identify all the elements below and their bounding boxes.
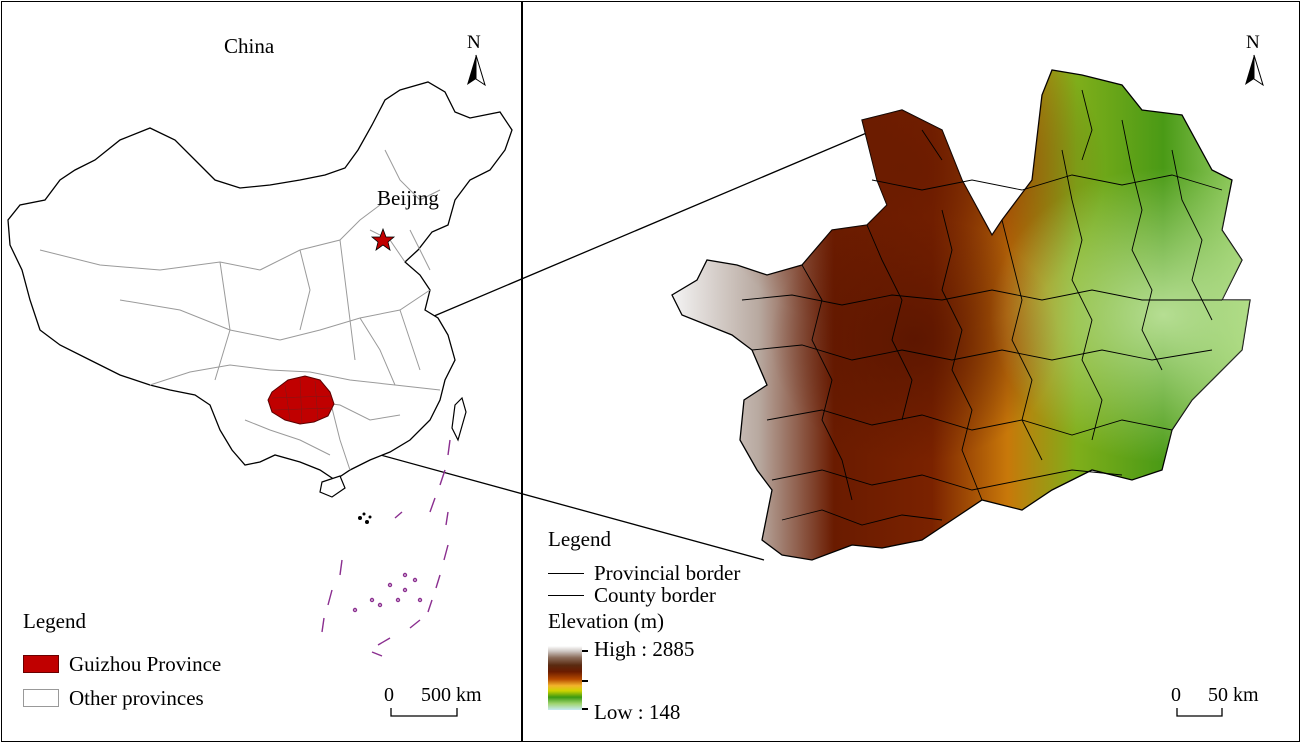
legend-item-guizhou: Guizhou Province (23, 651, 222, 676)
county-borders (741, 89, 1223, 526)
legend-label: Other provinces (69, 685, 204, 710)
legend-label: County border (594, 582, 716, 607)
north-arrow-icon (467, 54, 486, 87)
guizhou-elevation-panel: N (522, 0, 1301, 743)
elevation-tick-high (582, 650, 588, 652)
legend-item-provincial-border: Provincial border (548, 560, 741, 585)
guizhou-elevation-map (671, 54, 1264, 717)
guizhou-county-borders (271, 377, 333, 425)
legend-line-provincial (548, 572, 584, 574)
elevation-tick-mid (582, 680, 588, 682)
north-arrow-icon (1245, 54, 1264, 87)
legend-item-county-border: County border (548, 582, 716, 607)
capital-label: Beijing (377, 186, 439, 210)
china-map (7, 54, 513, 717)
paracel-islands (358, 512, 372, 524)
scale-start: 0 (384, 684, 394, 706)
legend-title: Legend (23, 609, 86, 633)
south-china-sea-islands (321, 439, 451, 657)
china-outline (7, 81, 513, 481)
elevation-tick-low (582, 708, 588, 710)
scale-label: 0 500 km (384, 684, 482, 707)
elevation-high-label: High : 2885 (594, 637, 695, 661)
legend-swatch-other (23, 689, 59, 707)
scale-bar (1176, 708, 1223, 717)
legend-item-other: Other provinces (23, 685, 204, 710)
panel-divider (521, 1, 523, 741)
scale-end: 500 km (421, 684, 482, 706)
north-label: N (467, 32, 481, 53)
legend-label: Guizhou Province (69, 651, 222, 676)
scale-start: 0 (1171, 684, 1181, 706)
china-overview-panel: N China Beijing Legend Guizhou Province … (0, 0, 522, 743)
provincial-borders (39, 149, 441, 471)
beijing-star-icon (370, 227, 396, 251)
north-label: N (1246, 32, 1260, 53)
elevation-color-ramp (548, 646, 582, 710)
scale-label: 0 50 km (1171, 684, 1259, 707)
scale-end: 50 km (1208, 684, 1259, 706)
hainan-island (319, 475, 346, 498)
scale-bar (390, 708, 458, 717)
elevation-low-label: Low : 148 (594, 700, 681, 724)
elevation-title: Elevation (m) (548, 609, 665, 633)
taiwan-island (451, 396, 467, 442)
map-title: China (224, 34, 275, 58)
legend-line-county (548, 594, 584, 596)
legend-swatch-guizhou (23, 655, 59, 673)
legend-title: Legend (548, 527, 611, 551)
legend-label: Provincial border (594, 560, 741, 585)
